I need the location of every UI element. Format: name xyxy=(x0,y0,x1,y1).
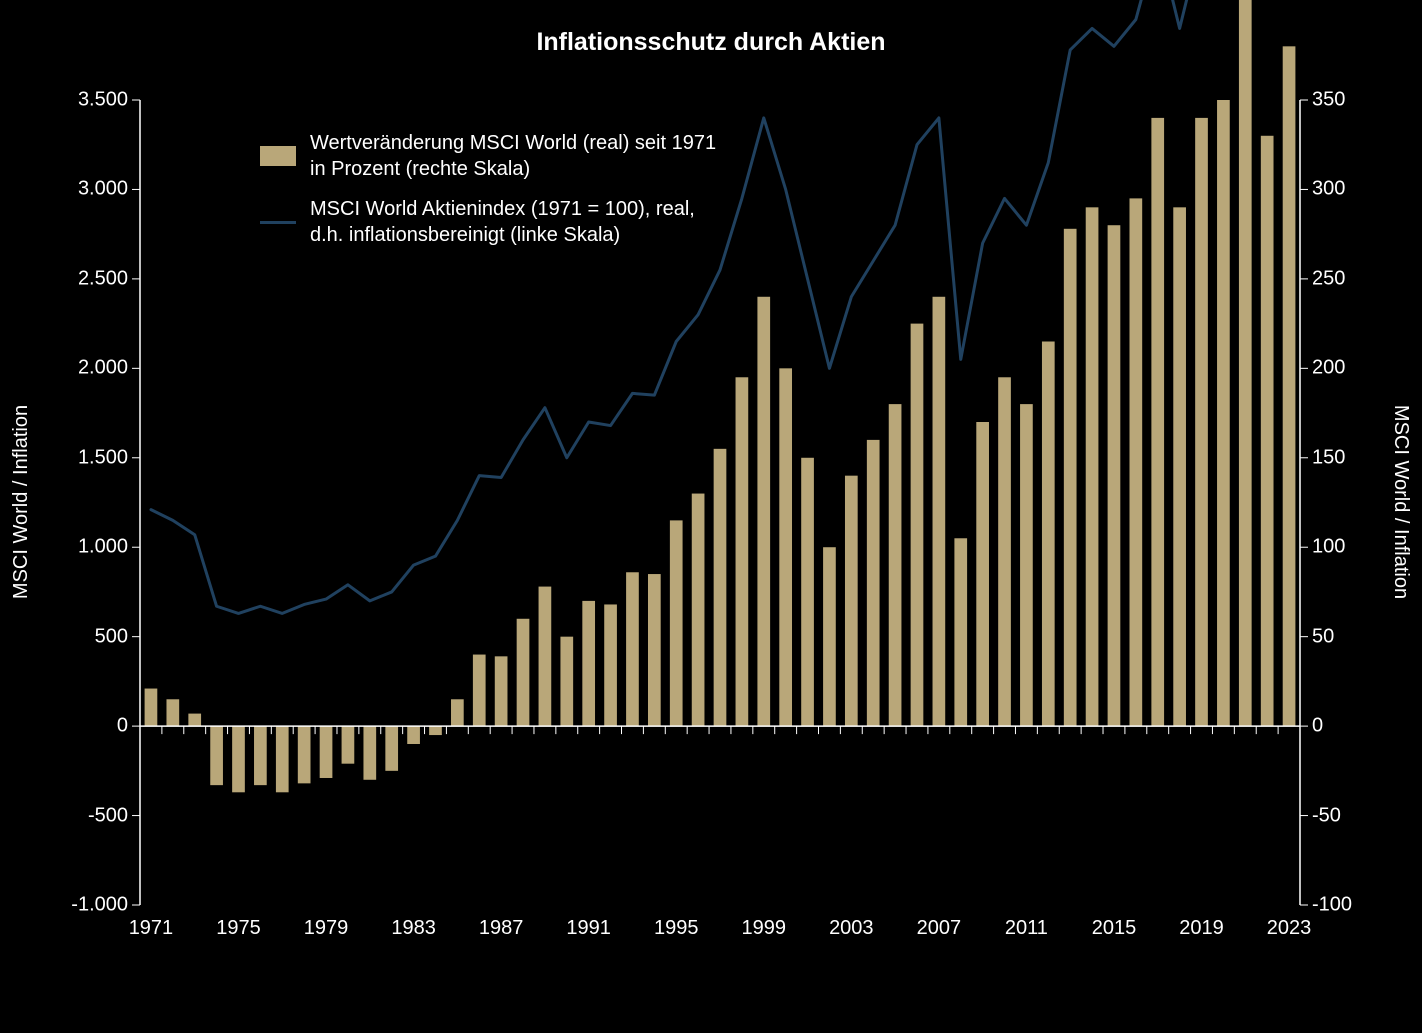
bar xyxy=(298,726,311,783)
bar xyxy=(254,726,267,785)
x-tick-label: 2023 xyxy=(1267,917,1312,940)
y-tick-label-right: 100 xyxy=(1312,536,1392,559)
y-axis-label-right: MSCI World / Inflation xyxy=(1389,405,1412,599)
y-tick-label-left: 1.000 xyxy=(48,536,128,559)
x-tick-label: 1983 xyxy=(391,917,436,940)
bar xyxy=(1064,229,1077,726)
chart-title: Inflationsschutz durch Aktien xyxy=(0,28,1422,57)
y-tick-label-right: -50 xyxy=(1312,804,1392,827)
bar xyxy=(604,604,617,726)
bar xyxy=(692,494,705,727)
bar xyxy=(363,726,376,780)
bar xyxy=(1086,207,1099,726)
bar xyxy=(823,547,836,726)
x-tick-label: 2011 xyxy=(1005,917,1048,940)
y-tick-label-left: -500 xyxy=(48,804,128,827)
x-tick-label: 1995 xyxy=(654,917,699,940)
bar xyxy=(232,726,245,792)
y-tick-label-right: 300 xyxy=(1312,178,1392,201)
bar xyxy=(582,601,595,726)
bar xyxy=(1239,0,1252,726)
bar xyxy=(495,656,508,726)
legend-label: Wertveränderung MSCI World (real) seit 1… xyxy=(310,130,716,182)
bar xyxy=(429,726,442,735)
bar xyxy=(188,714,201,727)
bar xyxy=(276,726,289,792)
y-tick-label-right: 350 xyxy=(1312,89,1392,112)
y-tick-label-right: 0 xyxy=(1312,715,1392,738)
bar xyxy=(736,377,749,726)
bar xyxy=(889,404,902,726)
bar xyxy=(1151,118,1164,726)
bar xyxy=(1042,342,1055,727)
chart-container: Inflationsschutz durch Aktien Wertveränd… xyxy=(0,0,1422,1033)
bar xyxy=(517,619,530,726)
bar xyxy=(998,377,1011,726)
y-tick-label-left: 3.000 xyxy=(48,178,128,201)
legend: Wertveränderung MSCI World (real) seit 1… xyxy=(260,130,716,262)
x-tick-label: 2019 xyxy=(1179,917,1224,940)
y-tick-label-right: -100 xyxy=(1312,894,1392,917)
x-tick-label: 1979 xyxy=(304,917,349,940)
x-tick-label: 1987 xyxy=(479,917,524,940)
bar xyxy=(779,368,792,726)
bar xyxy=(801,458,814,726)
x-tick-label: 1991 xyxy=(566,917,611,940)
bar xyxy=(145,689,158,727)
y-tick-label-left: 2.500 xyxy=(48,267,128,290)
bar xyxy=(757,297,770,726)
y-tick-label-right: 150 xyxy=(1312,446,1392,469)
bar xyxy=(473,655,486,727)
bar xyxy=(670,520,683,726)
bar xyxy=(560,637,573,726)
x-tick-label: 2007 xyxy=(917,917,962,940)
y-tick-label-left: 1.500 xyxy=(48,446,128,469)
bar xyxy=(1283,46,1296,726)
y-tick-label-left: 500 xyxy=(48,625,128,648)
legend-item: MSCI World Aktienindex (1971 = 100), rea… xyxy=(260,196,716,248)
bar xyxy=(1020,404,1033,726)
bar xyxy=(648,574,661,726)
bar xyxy=(320,726,333,778)
y-tick-label-right: 200 xyxy=(1312,357,1392,380)
bar xyxy=(342,726,355,764)
x-tick-label: 1975 xyxy=(216,917,261,940)
bar xyxy=(1173,207,1186,726)
y-axis-label-left: MSCI World / Inflation xyxy=(10,405,33,599)
y-tick-label-left: 2.000 xyxy=(48,357,128,380)
bar xyxy=(954,538,967,726)
y-tick-label-left: -1.000 xyxy=(48,894,128,917)
bar xyxy=(1261,136,1274,726)
x-tick-label: 2015 xyxy=(1092,917,1137,940)
bar xyxy=(1108,225,1121,726)
legend-item: Wertveränderung MSCI World (real) seit 1… xyxy=(260,130,716,182)
x-tick-label: 1999 xyxy=(742,917,787,940)
x-tick-label: 1971 xyxy=(129,917,174,940)
legend-label: MSCI World Aktienindex (1971 = 100), rea… xyxy=(310,196,695,248)
bar xyxy=(539,587,552,727)
bar xyxy=(976,422,989,726)
bar xyxy=(933,297,946,726)
legend-line-swatch xyxy=(260,221,296,224)
y-tick-label-left: 3.500 xyxy=(48,89,128,112)
bar xyxy=(451,699,464,726)
bar xyxy=(407,726,420,744)
x-tick-label: 2003 xyxy=(829,917,874,940)
y-tick-label-right: 50 xyxy=(1312,625,1392,648)
y-tick-label-left: 0 xyxy=(48,715,128,738)
bar xyxy=(867,440,880,726)
bar xyxy=(1195,118,1208,726)
bar xyxy=(714,449,727,726)
bar xyxy=(845,476,858,726)
bar xyxy=(1217,100,1230,726)
bar xyxy=(626,572,639,726)
bar xyxy=(166,699,179,726)
bar xyxy=(385,726,398,771)
bar xyxy=(1130,198,1143,726)
bar xyxy=(911,324,924,726)
legend-square-swatch xyxy=(260,146,296,166)
y-tick-label-right: 250 xyxy=(1312,267,1392,290)
bar xyxy=(210,726,223,785)
